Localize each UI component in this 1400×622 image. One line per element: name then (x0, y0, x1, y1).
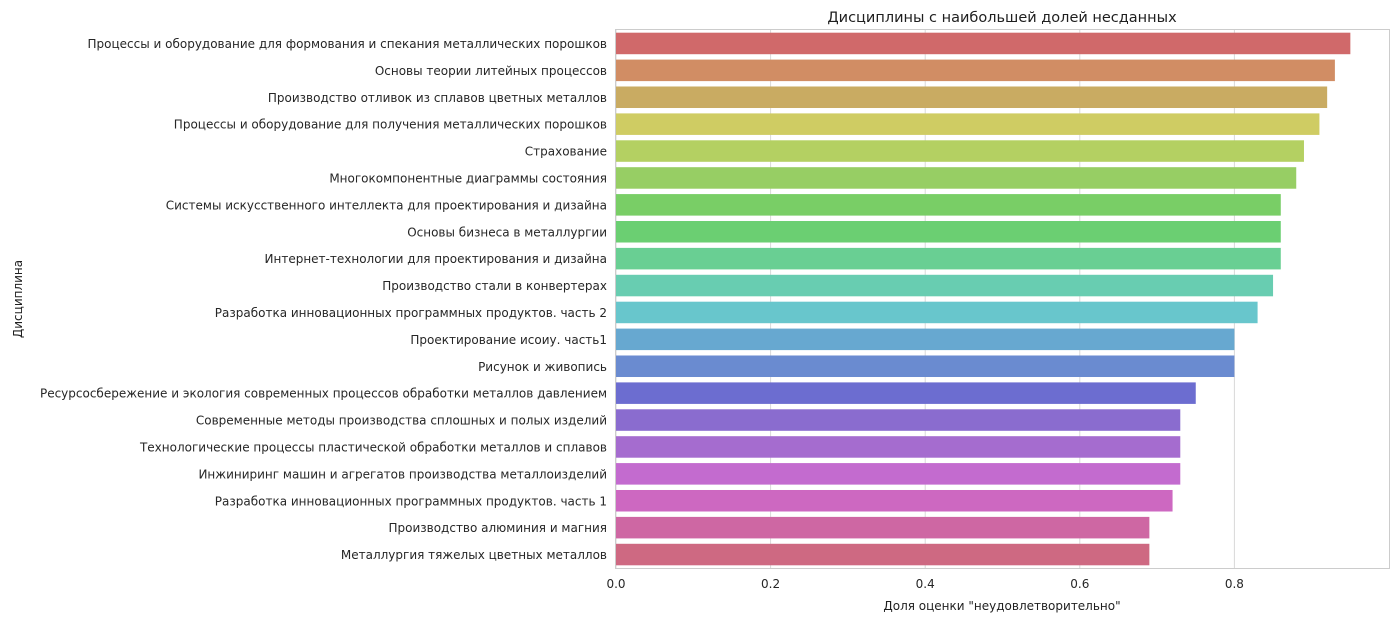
chart-title: Дисциплины с наибольшей долей несданных (827, 10, 1177, 26)
y-tick-label: Современные методы производства сплошных… (196, 414, 607, 428)
bar (616, 489, 1173, 512)
y-tick-label: Производство отливок из сплавов цветных … (268, 91, 607, 105)
x-axis-label: Доля оценки "неудовлетворительно" (883, 599, 1120, 613)
y-tick-label: Металлургия тяжелых цветных металлов (341, 548, 607, 562)
y-tick-label: Проектирование исоиу. часть1 (410, 333, 607, 347)
y-tick-label: Производство стали в конвертерах (382, 279, 607, 293)
bar (616, 516, 1150, 539)
bar (616, 274, 1274, 297)
bar (616, 167, 1297, 189)
bar (616, 113, 1320, 135)
bar (616, 382, 1196, 404)
bar (616, 220, 1281, 243)
bar (616, 140, 1304, 162)
x-tick-label: 0.0 (606, 577, 625, 591)
y-tick-label: Технологические процессы пластической об… (139, 440, 607, 454)
bar (616, 247, 1281, 270)
y-tick-label: Инжиниринг машин и агрегатов производств… (198, 467, 607, 481)
y-tick-label: Ресурсосбережение и экология современных… (40, 387, 607, 401)
bar (616, 59, 1335, 82)
y-tick-label: Рисунок и живопись (478, 360, 607, 374)
x-tick-labels: 0.0 0.2 0.4 0.6 0.8 (606, 577, 1243, 591)
y-tick-label: Производство алюминия и магния (388, 521, 607, 535)
y-tick-label: Системы искусственного интеллекта для пр… (166, 198, 607, 212)
bar (616, 436, 1181, 458)
bar (616, 409, 1181, 431)
y-tick-label: Разработка инновационных программных про… (215, 494, 607, 508)
bar (616, 32, 1351, 55)
y-axis-label: Дисциплина (11, 260, 25, 338)
y-tick-label: Основы теории литейных процессов (375, 64, 607, 78)
y-tick-label: Основы бизнеса в металлургии (407, 225, 607, 239)
y-tick-label: Интернет-технологии для проектирования и… (265, 252, 607, 266)
bar (616, 355, 1235, 378)
bars (616, 32, 1351, 566)
x-tick-label: 0.4 (916, 577, 935, 591)
plot-frame (615, 29, 1390, 569)
bar (616, 543, 1150, 566)
bar (616, 463, 1181, 485)
x-tick-label: 0.2 (761, 577, 780, 591)
y-tick-label: Страхование (525, 145, 607, 159)
bar (616, 194, 1281, 216)
bar (616, 301, 1258, 324)
y-tick-label: Процессы и оборудование для формования и… (87, 37, 607, 51)
bar (616, 86, 1328, 109)
y-tick-label: Разработка инновационных программных про… (215, 306, 607, 320)
gridlines (615, 30, 1235, 568)
y-tick-label: Процессы и оборудование для получения ме… (174, 118, 607, 132)
y-tick-label: Многокомпонентные диаграммы состояния (329, 171, 607, 185)
y-tick-labels: Процессы и оборудование для формования и… (40, 37, 607, 562)
bar (616, 328, 1235, 351)
x-tick-label: 0.6 (1070, 577, 1089, 591)
x-tick-label: 0.8 (1225, 577, 1244, 591)
